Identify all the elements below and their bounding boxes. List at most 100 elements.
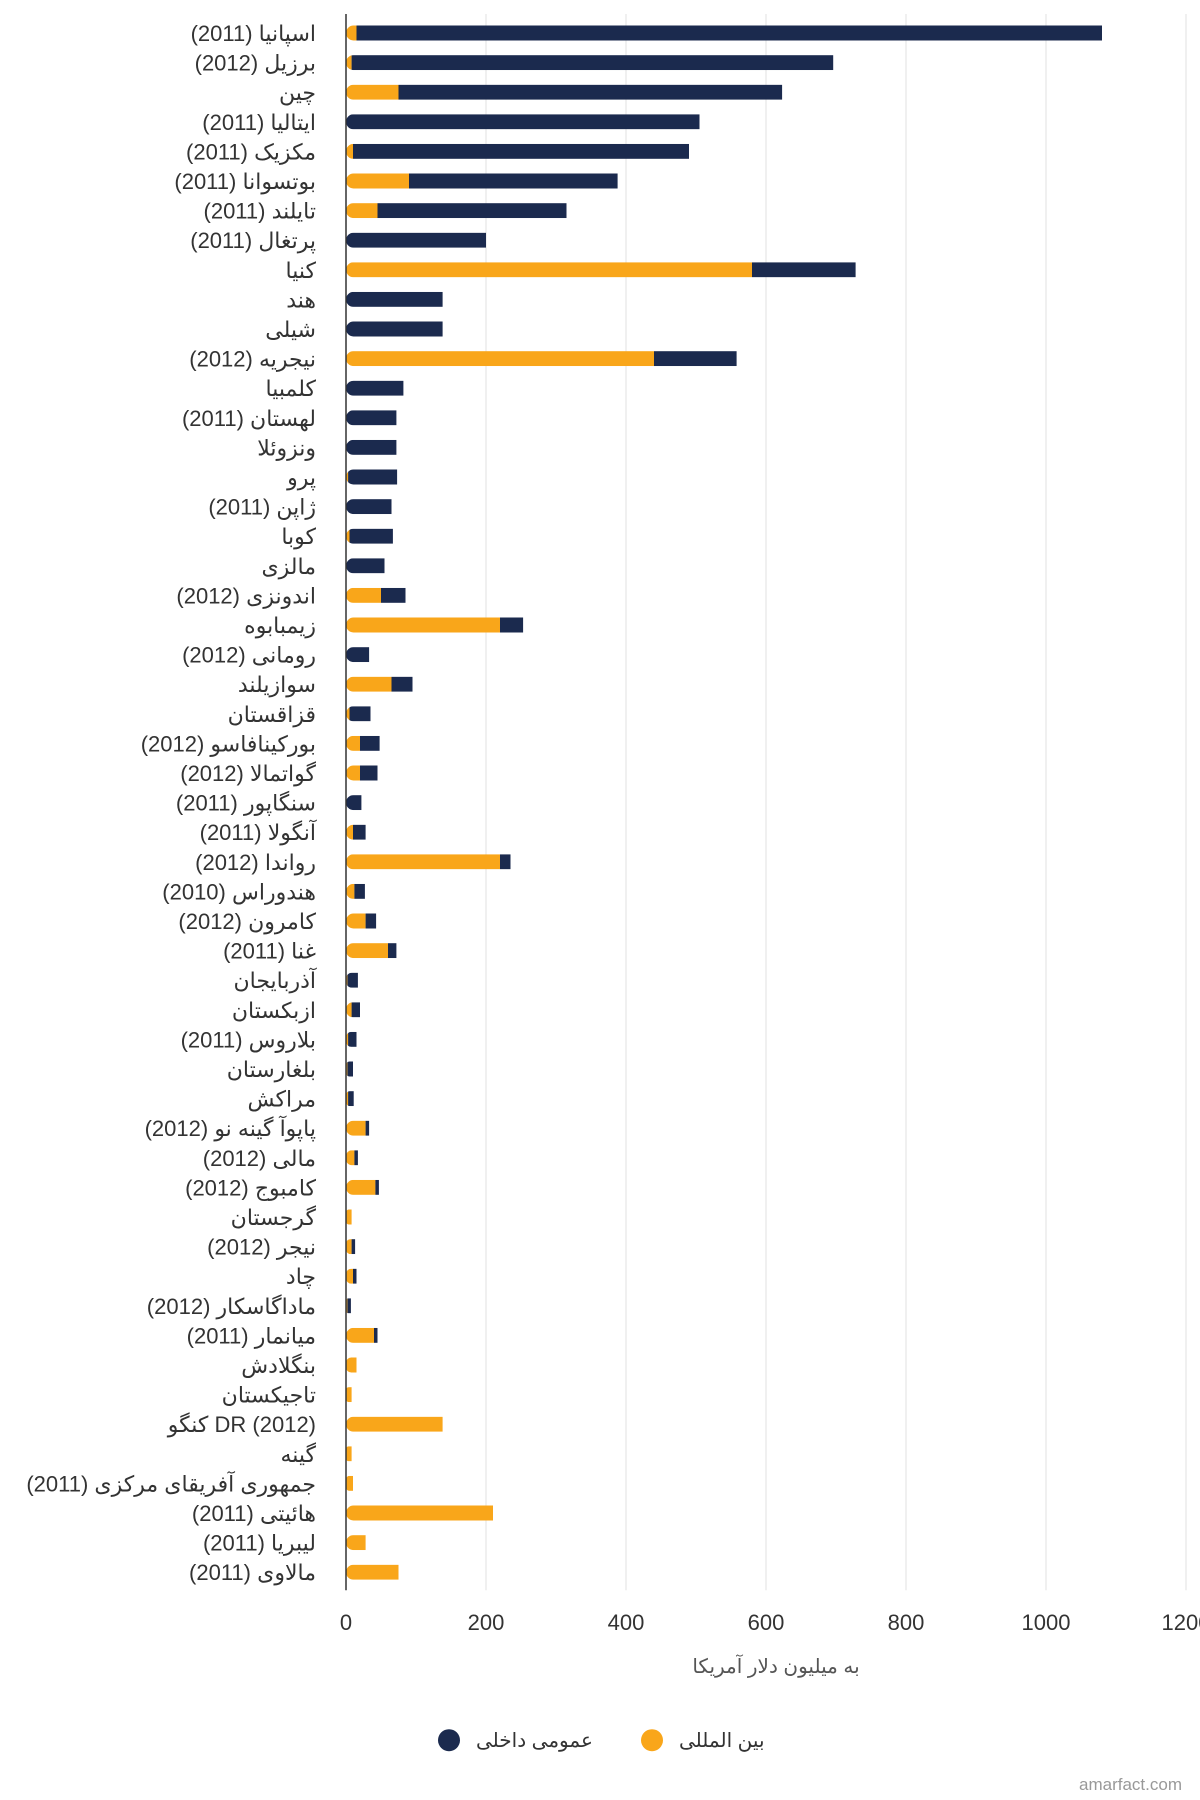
legend-dot-domestic	[438, 1729, 460, 1752]
source-credit: amarfact.com	[1079, 1775, 1182, 1794]
category-label: مالزی	[261, 554, 316, 579]
bar-group	[346, 321, 443, 337]
category-label: قزاقستان	[228, 702, 316, 727]
x-axis-title: به میلیون دلار آمریکا	[692, 1653, 859, 1678]
category-label: لیبریا (2011)	[203, 1531, 316, 1556]
category-label: پرتغال (2011)	[190, 228, 316, 254]
category-label: اندونزی (2012)	[176, 583, 316, 608]
bar-group	[346, 1505, 493, 1521]
category-label: ونزوئلا	[257, 435, 316, 460]
category-label: گرجستان	[231, 1205, 317, 1230]
bar-domestic	[346, 291, 443, 307]
bar-group	[346, 1357, 357, 1373]
bar-international	[346, 351, 654, 367]
bar-international	[346, 1475, 353, 1491]
category-label: ازبکستان	[232, 998, 316, 1023]
bar-group	[346, 380, 404, 396]
bar-international	[346, 143, 353, 159]
category-label: گواتمالا (2012)	[180, 761, 316, 786]
bar-group	[346, 351, 737, 367]
bar-group	[346, 410, 397, 426]
x-tick-label: 1200	[1162, 1610, 1200, 1635]
category-label: مالی (2012)	[203, 1146, 316, 1171]
bar-domestic	[346, 114, 700, 130]
bar-domestic	[365, 1120, 370, 1136]
category-label: کوبا	[281, 524, 316, 549]
bar-domestic	[348, 1031, 357, 1047]
category-label: پاپوآ گینه نو (2012)	[145, 1115, 316, 1142]
bar-international	[346, 943, 388, 959]
bar-group	[346, 1268, 357, 1284]
bar-international	[346, 1091, 349, 1107]
bar-domestic	[349, 528, 393, 544]
bar-international	[346, 1031, 349, 1047]
bar-group	[346, 291, 443, 307]
bar-domestic	[346, 439, 397, 455]
legend: عمومی داخلی بین المللی	[438, 1729, 765, 1752]
x-tick-labels: 0 200 400 600 800 1000 1200	[340, 1610, 1200, 1635]
category-label: ماداگاسکار (2012)	[147, 1294, 316, 1319]
bar-international	[346, 1357, 357, 1373]
category-label: غنا (2011)	[223, 939, 316, 964]
bar-international	[346, 1446, 352, 1462]
category-label: هندوراس (2010)	[162, 879, 316, 905]
bar-domestic	[374, 1327, 378, 1343]
bar-group	[346, 913, 377, 929]
bar-domestic	[346, 232, 486, 248]
category-label: بوتسوانا (2011)	[174, 169, 316, 194]
category-label: کامرون (2012)	[178, 909, 316, 934]
bar-group	[346, 143, 689, 159]
bar-international	[346, 1416, 443, 1432]
bar-group	[346, 943, 397, 959]
category-label: بلغارستان	[227, 1057, 316, 1082]
bar-group	[346, 676, 413, 692]
category-label: ژاپن (2011)	[208, 495, 316, 521]
category-label: رومانی (2012)	[182, 643, 316, 668]
bar-group	[346, 1416, 443, 1432]
x-tick-label: 1000	[1022, 1610, 1071, 1635]
bar-group	[346, 1061, 353, 1077]
bar-group	[346, 1446, 352, 1462]
bar-group	[346, 735, 380, 751]
bar-group	[346, 617, 524, 633]
x-tick-label: 800	[888, 1610, 925, 1635]
bar-domestic	[346, 321, 443, 337]
bar-domestic	[351, 55, 834, 71]
bar-domestic	[375, 1179, 379, 1195]
bar-international	[346, 469, 349, 485]
bar-group	[346, 587, 406, 603]
category-label: تایلند (2011)	[204, 199, 317, 224]
bar-group	[346, 1475, 353, 1491]
bar-international	[346, 854, 500, 870]
bar-group	[346, 232, 486, 248]
bar-group	[346, 1031, 357, 1047]
bar-domestic	[353, 143, 689, 159]
bar-domestic	[752, 262, 856, 278]
bar-domestic	[360, 765, 378, 781]
category-label: هائیتی (2011)	[192, 1501, 316, 1526]
bar-domestic	[353, 824, 366, 840]
grid-lines	[485, 14, 1187, 1591]
bar-international	[346, 25, 357, 41]
bar-group	[346, 647, 370, 663]
category-label: چین	[279, 80, 316, 105]
category-label: نیجر (2012)	[207, 1235, 316, 1260]
category-label: آذربایجان	[233, 967, 316, 993]
bar-group	[346, 469, 398, 485]
category-label: چاد	[286, 1264, 316, 1289]
category-label: کلمبیا	[266, 376, 317, 401]
bar-domestic	[356, 25, 1102, 41]
category-label: رواندا (2012)	[195, 850, 316, 875]
bar-international	[346, 587, 381, 603]
bar-group	[346, 84, 783, 100]
category-labels: اسپانیا (2011) برزیل (2012) چین ایتالیا (20…	[26, 21, 317, 1585]
bar-international	[346, 1564, 399, 1580]
category-label: زیمبابوه	[244, 613, 316, 638]
x-tick-label: 0	[340, 1610, 352, 1635]
bar-group	[346, 25, 1102, 41]
bar-domestic	[388, 943, 397, 959]
bar-group	[346, 765, 378, 781]
bar-group	[346, 1091, 354, 1107]
bar-group	[346, 1387, 352, 1403]
